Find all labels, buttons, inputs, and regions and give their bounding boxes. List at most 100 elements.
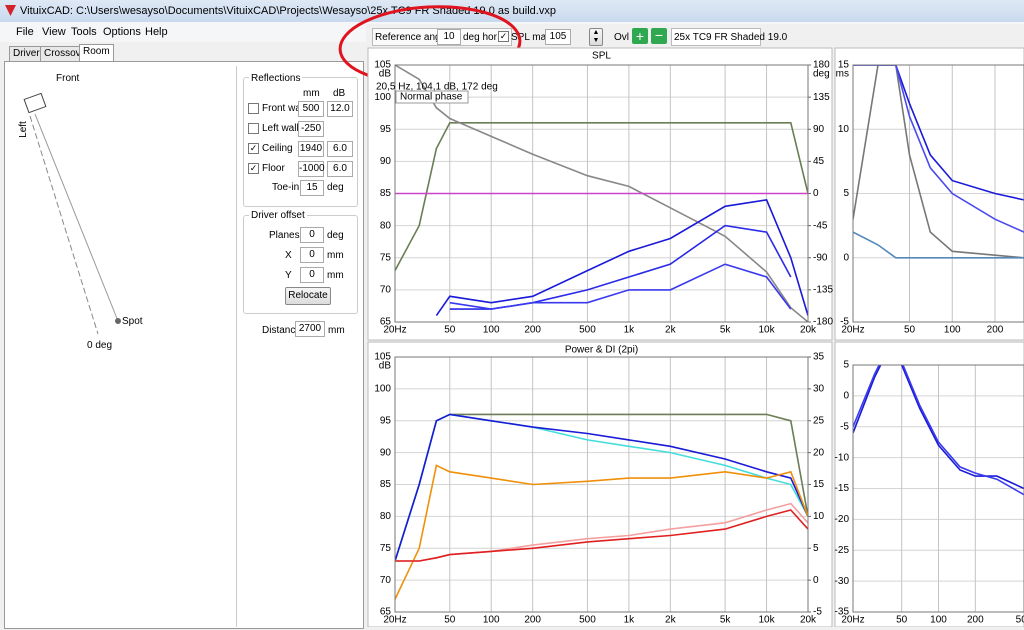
remove-overlay-button[interactable]: − bbox=[651, 28, 667, 44]
unit-label: deg hor bbox=[463, 32, 497, 43]
y-tick-label: 65 bbox=[380, 607, 392, 618]
y2-tick-label: 10 bbox=[813, 511, 825, 522]
y2-tick-label: 15 bbox=[813, 479, 825, 490]
x-tick-label: 50 bbox=[904, 325, 916, 336]
input-field[interactable]: 0 bbox=[300, 227, 324, 243]
y-axis-unit: ms bbox=[836, 69, 849, 80]
input-field[interactable]: 10 bbox=[437, 29, 461, 45]
field-label: Ceiling bbox=[262, 143, 293, 154]
y-tick-label: -15 bbox=[835, 483, 850, 494]
input-field[interactable]: 0 bbox=[300, 247, 324, 263]
x-tick-label: 50 bbox=[444, 615, 456, 626]
y-tick-label: -25 bbox=[835, 545, 850, 556]
series-line bbox=[395, 464, 808, 600]
unit-label: mm bbox=[328, 325, 345, 336]
group-title: Driver offset bbox=[249, 210, 307, 221]
series-line bbox=[435, 199, 808, 317]
input-field[interactable]: 2700 bbox=[295, 321, 325, 337]
x-tick-label: 50 bbox=[444, 325, 456, 336]
y-tick-label: 15 bbox=[838, 60, 850, 71]
y-tick-label: 95 bbox=[380, 124, 392, 135]
y-tick-label: 80 bbox=[380, 220, 392, 231]
y2-tick-label: 0 bbox=[813, 575, 819, 586]
input-field[interactable]: -1000 bbox=[298, 161, 325, 177]
x-tick-label: 200 bbox=[987, 325, 1004, 336]
field-label: X bbox=[285, 250, 292, 261]
checkbox[interactable] bbox=[248, 123, 259, 134]
x-tick-label: 200 bbox=[967, 615, 984, 626]
y2-tick-label: 135 bbox=[813, 92, 830, 103]
unit-label: deg bbox=[327, 182, 344, 193]
checkbox[interactable]: ✓ bbox=[248, 163, 259, 174]
room-drawing bbox=[18, 66, 237, 627]
title-bar: VituixCAD: C:\Users\wesayso\Documents\Vi… bbox=[0, 0, 1024, 22]
y2-tick-label: -45 bbox=[813, 220, 828, 231]
project-name: 25x TC9 FR Shaded 19.0 bbox=[674, 32, 788, 43]
y2-tick-label: -180 bbox=[813, 317, 833, 328]
y-tick-label: 75 bbox=[380, 252, 392, 263]
input-field[interactable]: 105 bbox=[545, 29, 571, 45]
y-tick-label: -5 bbox=[840, 421, 849, 432]
group-title: Reflections bbox=[249, 73, 303, 84]
x-tick-label: 1k bbox=[624, 615, 636, 626]
series-line bbox=[395, 65, 808, 322]
y-tick-label: -35 bbox=[835, 607, 850, 618]
menu-item[interactable]: File bbox=[16, 26, 34, 38]
field-label: Floor bbox=[262, 163, 285, 174]
annotation-box bbox=[395, 90, 469, 104]
input-field[interactable]: 6.0 bbox=[327, 141, 353, 157]
room-sketch bbox=[23, 92, 121, 335]
y-tick-label: 80 bbox=[380, 511, 392, 522]
menu-item[interactable]: View bbox=[42, 26, 66, 38]
reference-line bbox=[29, 115, 99, 335]
menu-item[interactable]: Tools bbox=[71, 26, 97, 38]
menu-item[interactable]: Help bbox=[145, 26, 168, 38]
menu-item[interactable]: Options bbox=[103, 26, 141, 38]
plot-frame bbox=[852, 364, 1024, 613]
spot-label: Spot bbox=[122, 316, 143, 327]
toolbar-label: Ovl bbox=[614, 32, 629, 43]
plot-frame bbox=[852, 64, 1024, 323]
annotation: Normal phase bbox=[400, 92, 463, 103]
y2-axis-unit: deg bbox=[813, 69, 830, 80]
chart-title: SPL bbox=[592, 51, 611, 62]
listening-line bbox=[34, 113, 119, 322]
plot bbox=[395, 65, 808, 322]
input-field[interactable]: 6.0 bbox=[327, 161, 353, 177]
input-field[interactable]: -250 bbox=[298, 121, 324, 137]
x-tick-label: 100 bbox=[483, 615, 500, 626]
series-line bbox=[395, 122, 808, 271]
y-tick-label: 70 bbox=[380, 575, 392, 586]
checkbox[interactable]: ✓ bbox=[248, 143, 259, 154]
input-field[interactable]: 12.0 bbox=[327, 101, 353, 117]
y-tick-label: 105 bbox=[374, 60, 391, 71]
input-field[interactable]: 500 bbox=[298, 101, 324, 117]
y2-tick-label: 5 bbox=[813, 543, 819, 554]
y-tick-label: 75 bbox=[380, 543, 392, 554]
add-overlay-button[interactable]: + bbox=[632, 28, 648, 44]
y-tick-label: 90 bbox=[380, 447, 392, 458]
plot bbox=[395, 413, 808, 600]
series-line bbox=[853, 65, 1024, 259]
checkbox[interactable] bbox=[248, 103, 259, 114]
app-icon bbox=[5, 5, 16, 16]
y2-tick-label: 0 bbox=[813, 188, 819, 199]
series-line bbox=[449, 263, 792, 310]
y2-tick-label: 30 bbox=[813, 384, 825, 395]
checkbox[interactable]: ✓ bbox=[498, 31, 509, 42]
y2-tick-label: 90 bbox=[813, 124, 825, 135]
y-tick-label: 100 bbox=[374, 384, 391, 395]
x-tick-label: 1k bbox=[624, 325, 636, 336]
angle-label: 0 deg bbox=[87, 340, 113, 351]
unit-label: mm bbox=[327, 270, 344, 281]
y-tick-label: -30 bbox=[835, 576, 850, 587]
plot-frame bbox=[394, 64, 809, 323]
series-line bbox=[853, 365, 1024, 496]
input-field[interactable]: 0 bbox=[300, 267, 324, 283]
input-field[interactable]: 15 bbox=[300, 180, 324, 196]
spinner[interactable]: ▲ ▼ bbox=[589, 28, 603, 46]
y-tick-label: -20 bbox=[835, 514, 850, 525]
input-field[interactable]: 1940 bbox=[298, 141, 324, 157]
relocate-button[interactable]: Relocate bbox=[285, 287, 331, 305]
